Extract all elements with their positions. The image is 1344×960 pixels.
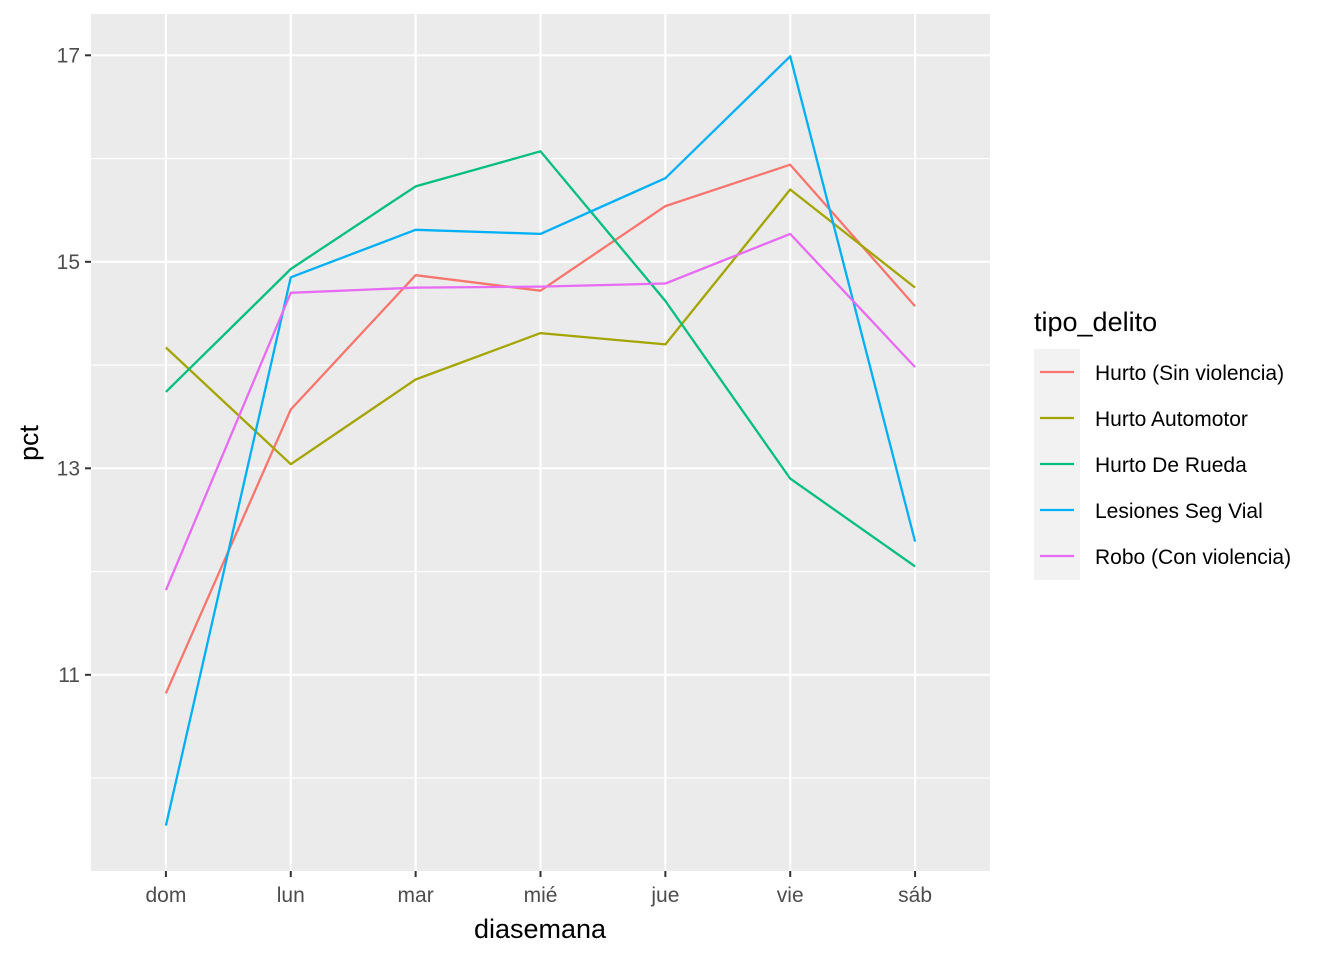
legend-title: tipo_delito	[1034, 307, 1157, 337]
x-axis: dom lun mar mié jue vie sáb	[145, 871, 932, 907]
series-line	[164, 163, 916, 694]
series-line	[165, 188, 916, 466]
y-tick-label: 17	[57, 44, 80, 67]
legend-label: Hurto Automotor	[1095, 408, 1248, 431]
x-axis-title: diasemana	[474, 914, 607, 944]
y-tick-label: 15	[57, 251, 80, 274]
series-lines	[164, 55, 917, 826]
legend-label: Hurto De Rueda	[1095, 454, 1247, 477]
x-tick-label: vie	[777, 884, 804, 907]
y-axis: 11 13 15 17	[57, 44, 91, 687]
legend-label: Robo (Con violencia)	[1095, 546, 1291, 569]
series-line	[164, 232, 916, 591]
series-line	[164, 55, 917, 826]
y-tick-label: 13	[57, 457, 80, 480]
y-axis-title: pct	[14, 424, 44, 461]
major-grid	[91, 14, 990, 871]
x-tick-label: mié	[524, 884, 558, 907]
legend-label: Lesiones Seg Vial	[1095, 500, 1263, 523]
series-line	[165, 150, 916, 568]
x-tick-label: mar	[398, 884, 434, 907]
x-tick-label: sáb	[898, 884, 932, 907]
legend-label: Hurto (Sin violencia)	[1095, 362, 1284, 385]
legend: tipo_delito Hurto (Sin violencia) Hurto A…	[1034, 307, 1291, 580]
x-tick-label: dom	[145, 884, 186, 907]
y-tick-label: 11	[58, 664, 80, 687]
x-tick-label: jue	[650, 884, 679, 907]
x-tick-label: lun	[277, 884, 305, 907]
legend-items: Hurto (Sin violencia) Hurto Automotor Hurt…	[1040, 362, 1291, 569]
